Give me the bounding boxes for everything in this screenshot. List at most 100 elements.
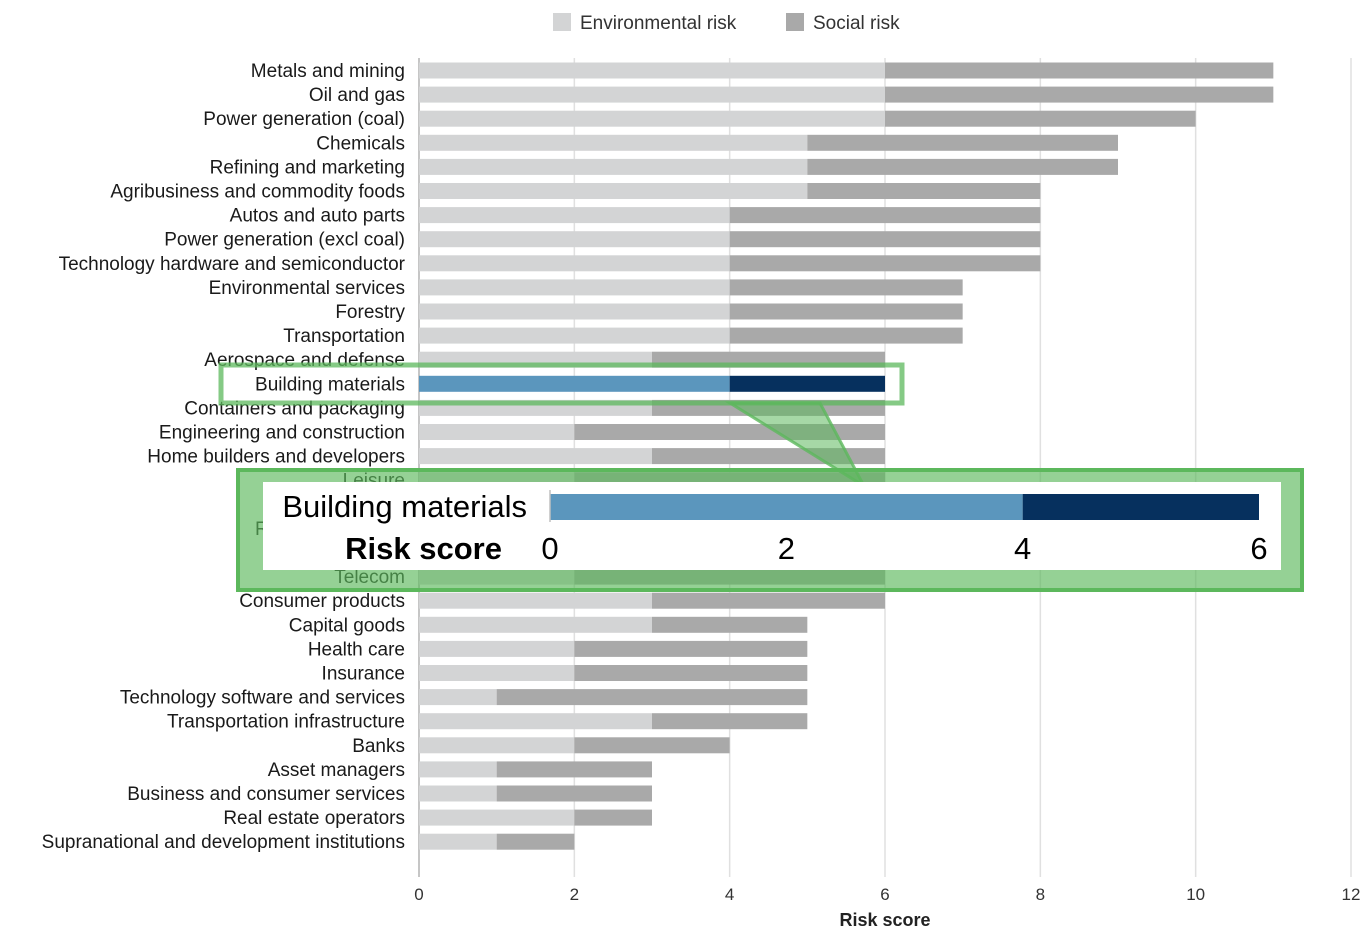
category-label-supranational-and-development-institutions: Supranational and development institutio… — [42, 832, 405, 853]
bar-environmental-metals-and-mining — [419, 62, 885, 79]
category-label-home-builders-and-developers: Home builders and developers — [147, 447, 405, 468]
bar-environmental-power-generation-coal — [419, 110, 885, 127]
bar-social-consumer-products — [652, 592, 885, 609]
bar-social-power-generation-excl-coal — [729, 231, 1041, 248]
category-label-real-estate-operators: Real estate operators — [223, 808, 405, 829]
category-label-forestry: Forestry — [335, 302, 405, 323]
bar-social-real-estate-operators — [574, 809, 652, 826]
x-axis-ticks: 0 2 4 6 8 10 12 — [414, 885, 1360, 904]
x-tick-10: 10 — [1186, 885, 1205, 904]
bar-environmental-transportation-infrastructure — [419, 713, 652, 730]
category-labels: Metals and mining Oil and gas Power genera… — [42, 61, 406, 853]
bar-social-power-generation-coal — [885, 110, 1196, 127]
callout-connector — [724, 401, 868, 491]
x-tick-8: 8 — [1036, 885, 1045, 904]
bar-social-environmental-services — [729, 279, 963, 296]
bar-social-business-and-consumer-services — [496, 785, 652, 802]
x-tick-4: 4 — [725, 885, 734, 904]
zoom-environmental-bar — [550, 494, 1023, 520]
category-label-power-generation-coal: Power generation (coal) — [203, 109, 405, 130]
category-label-technology-hardware-and-semiconductor: Technology hardware and semiconductor — [59, 254, 406, 275]
bar-social-agribusiness-and-commodity-foods — [807, 183, 1041, 199]
bar-social-technology-hardware-and-semiconductor — [729, 255, 1041, 272]
x-tick-12: 12 — [1342, 885, 1361, 904]
category-label-autos-and-auto-parts: Autos and auto parts — [230, 206, 405, 227]
bar-environmental-power-generation-excl-coal — [419, 231, 730, 248]
category-label-refining-and-marketing: Refining and marketing — [210, 157, 405, 178]
category-label-asset-managers: Asset managers — [268, 760, 405, 781]
category-label-metals-and-mining: Metals and mining — [251, 61, 405, 82]
legend-label-environmental: Environmental risk — [580, 13, 737, 34]
bar-environmental-technology-hardware-and-semiconductor — [419, 255, 730, 272]
bar-social-metals-and-mining — [885, 62, 1274, 79]
bar-environmental-refining-and-marketing — [419, 158, 808, 175]
bar-environmental-technology-software-and-services — [419, 689, 497, 706]
category-label-transportation: Transportation — [283, 326, 405, 347]
bar-environmental-asset-managers — [419, 761, 497, 778]
category-label-agribusiness-and-commodity-foods: Agribusiness and commodity foods — [110, 182, 405, 203]
bar-social-asset-managers — [496, 761, 652, 778]
legend-swatch-environmental — [553, 13, 571, 31]
bar-social-building-materials — [729, 375, 885, 392]
legend: Environmental risk Social risk — [553, 13, 900, 34]
category-label-environmental-services: Environmental services — [209, 278, 405, 299]
bar-environmental-capital-goods — [419, 616, 652, 633]
category-label-aerospace-and-defense: Aerospace and defense — [204, 350, 405, 371]
zoom-tick-0: 0 — [541, 531, 558, 566]
category-label-engineering-and-construction: Engineering and construction — [159, 423, 405, 444]
bar-social-insurance — [574, 665, 808, 681]
category-label-technology-software-and-services: Technology software and services — [120, 688, 405, 709]
bar-social-autos-and-auto-parts — [729, 207, 1041, 224]
bar-social-transportation — [729, 327, 963, 344]
bar-environmental-building-materials — [419, 375, 730, 392]
category-label-capital-goods: Capital goods — [289, 615, 405, 636]
bar-environmental-oil-and-gas — [419, 86, 885, 103]
category-label-health-care: Health care — [308, 639, 405, 660]
bar-environmental-supranational-and-development-institutions — [419, 833, 497, 850]
zoom-axis-ticks: 0 2 4 6 — [541, 490, 1268, 566]
x-tick-6: 6 — [880, 885, 889, 904]
zoom-tick-6: 6 — [1250, 531, 1267, 566]
x-tick-0: 0 — [414, 885, 423, 904]
x-axis-title: Risk score — [839, 910, 930, 930]
highlight-frame — [218, 362, 905, 406]
bar-social-refining-and-marketing — [807, 158, 1118, 175]
bar-social-oil-and-gas — [885, 86, 1274, 103]
gridlines — [418, 58, 1352, 877]
category-label-building-materials: Building materials — [255, 374, 405, 395]
bar-social-supranational-and-development-institutions — [496, 833, 575, 850]
bar-environmental-agribusiness-and-commodity-foods — [419, 183, 808, 199]
zoom-social-bar — [1022, 494, 1259, 520]
category-label-chemicals: Chemicals — [316, 133, 405, 154]
bar-social-chemicals — [807, 134, 1118, 151]
category-label-banks: Banks — [352, 736, 405, 757]
bar-environmental-business-and-consumer-services — [419, 785, 497, 802]
category-label-business-and-consumer-services: Business and consumer services — [127, 784, 405, 805]
bar-environmental-insurance — [419, 665, 575, 681]
bar-social-transportation-infrastructure — [652, 713, 808, 730]
bar-environmental-engineering-and-construction — [419, 424, 575, 440]
bar-environmental-real-estate-operators — [419, 809, 575, 826]
legend-swatch-social — [786, 13, 804, 31]
x-tick-2: 2 — [570, 885, 579, 904]
category-label-consumer-products: Consumer products — [239, 591, 405, 612]
bar-environmental-autos-and-auto-parts — [419, 207, 730, 224]
zoom-category-label: Building materials — [282, 489, 527, 524]
bar-environmental-home-builders-and-developers — [419, 448, 652, 465]
zoom-tick-4: 4 — [1014, 531, 1031, 566]
bar-environmental-health-care — [419, 640, 575, 657]
bar-social-capital-goods — [652, 616, 808, 633]
bar-environmental-forestry — [419, 303, 730, 320]
bar-social-health-care — [574, 640, 808, 657]
zoom-axis-title: Risk score — [345, 531, 502, 566]
category-label-power-generation-excl-coal: Power generation (excl coal) — [164, 230, 405, 251]
zoom-tick-2: 2 — [778, 531, 795, 566]
bar-environmental-transportation — [419, 327, 730, 344]
legend-label-social: Social risk — [813, 13, 900, 34]
bar-social-technology-software-and-services — [496, 689, 808, 706]
bar-environmental-consumer-products — [419, 592, 652, 609]
category-label-insurance: Insurance — [322, 664, 405, 685]
bar-environmental-chemicals — [419, 134, 808, 151]
category-label-transportation-infrastructure: Transportation infrastructure — [167, 712, 405, 733]
